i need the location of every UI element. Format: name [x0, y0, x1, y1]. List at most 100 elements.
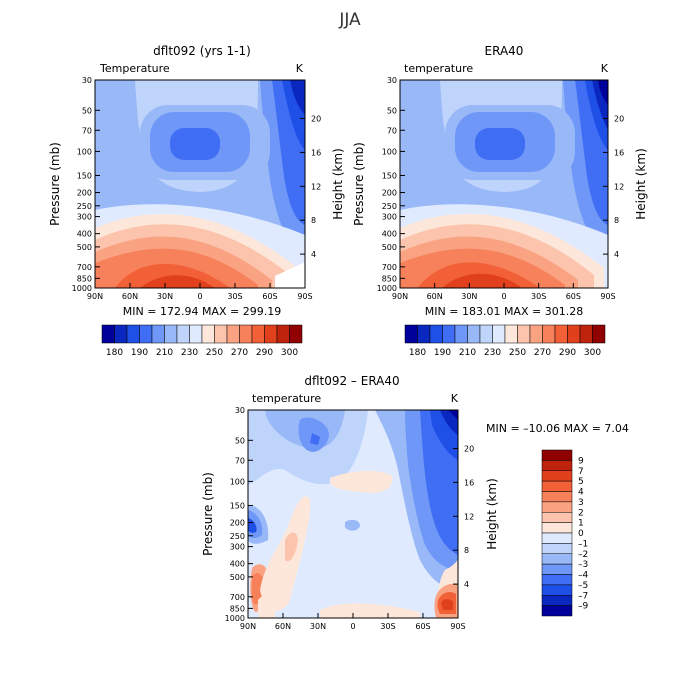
- y-tick-label: 500: [77, 243, 92, 252]
- x-tick-label: 0: [501, 292, 506, 301]
- y2-tick-label: 16: [614, 148, 624, 157]
- y-tick-label: 250: [382, 202, 397, 211]
- colorbar-swatch: [541, 501, 573, 513]
- y-tick-label: 300: [230, 543, 245, 552]
- y-tick-label: 700: [230, 593, 245, 602]
- colorbar-swatch: [541, 574, 573, 586]
- y2-tick-label: 4: [464, 580, 469, 589]
- colorbar-label: 210: [156, 348, 173, 358]
- y-tick-label: 50: [387, 106, 397, 115]
- y2-tick-label: 12: [464, 512, 474, 521]
- colorbar-label: 0: [578, 529, 584, 539]
- colorbar-swatch: [276, 324, 290, 344]
- colorbar-swatch: [504, 324, 518, 344]
- colorbar-swatch: [541, 491, 573, 503]
- x-tick-label: 60N: [122, 292, 138, 301]
- x-tick-label: 90S: [297, 292, 312, 301]
- panel-era40: ERA40 temperature K: [352, 44, 648, 358]
- y2-tick-label: 8: [614, 216, 619, 225]
- y-axis-title-right: Height (km): [485, 478, 499, 549]
- x-tick-label: 30S: [531, 292, 546, 301]
- colorbar-swatch: [239, 324, 253, 344]
- y2-tick-label: 16: [311, 148, 321, 157]
- colorbar-label: 250: [509, 348, 526, 358]
- colorbar-swatch: [492, 324, 506, 344]
- field-label: temperature: [252, 392, 321, 405]
- colorbar-label: 190: [131, 348, 148, 358]
- x-tick-label: 30N: [310, 622, 326, 631]
- y-tick-label: 200: [230, 519, 245, 528]
- colorbar-swatch: [251, 324, 265, 344]
- y-tick-label: 500: [382, 243, 397, 252]
- x-tick-label: 0: [197, 292, 202, 301]
- units-label: K: [296, 62, 304, 75]
- panel-title: ERA40: [485, 44, 524, 58]
- colorbar-swatch: [126, 324, 140, 344]
- x-tick-label: 0: [350, 622, 355, 631]
- y2-tick-label: 12: [614, 182, 624, 191]
- colorbar-label: –7: [578, 591, 588, 601]
- colorbar-swatch: [517, 324, 531, 344]
- colorbar-swatch: [567, 324, 581, 344]
- y-tick-label: 100: [382, 147, 397, 156]
- colorbar-swatch: [529, 324, 543, 344]
- colorbar-swatch: [454, 324, 468, 344]
- x-tick-label: 60N: [275, 622, 291, 631]
- colorbar-label: 270: [534, 348, 551, 358]
- y-tick-label: 70: [235, 456, 245, 465]
- colorbar-label: 190: [434, 348, 451, 358]
- x-tick-label: 90N: [392, 292, 408, 301]
- colorbar-swatch: [541, 449, 573, 461]
- colorbar-swatch: [541, 470, 573, 482]
- x-tick-label: 90S: [600, 292, 615, 301]
- colorbar-label: 210: [459, 348, 476, 358]
- colorbar-label: 1: [578, 519, 584, 529]
- y-tick-label: 1000: [225, 614, 245, 623]
- x-tick-label: 30N: [461, 292, 477, 301]
- y2-tick-label: 4: [311, 250, 316, 259]
- colorbar-label: 270: [231, 348, 248, 358]
- y-tick-label: 1000: [72, 284, 92, 293]
- y-tick-label: 850: [77, 274, 92, 283]
- x-tick-label: 30S: [380, 622, 395, 631]
- units-label: K: [451, 392, 459, 405]
- field-label: temperature: [404, 62, 473, 75]
- colorbar-swatch: [289, 324, 303, 344]
- colorbar-label: 290: [559, 348, 576, 358]
- y2-tick-label: 4: [614, 250, 619, 259]
- y-axis-title-right: Height (km): [634, 148, 648, 219]
- colorbar-label: 180: [106, 348, 123, 358]
- colorbar-label: 5: [578, 477, 584, 487]
- units-label: K: [601, 62, 609, 75]
- y-tick-label: 400: [382, 230, 397, 239]
- stats-label: MIN = 172.94 MAX = 299.19: [123, 305, 281, 318]
- colorbar-swatch: [541, 553, 573, 565]
- colorbar-swatch: [101, 324, 115, 344]
- colorbar-swatch: [554, 324, 568, 344]
- colorbar-swatch: [226, 324, 240, 344]
- colorbar-swatch: [264, 324, 278, 344]
- colorbar-label: –2: [578, 550, 588, 560]
- colorbar-swatch: [541, 584, 573, 596]
- y-tick-label: 150: [382, 171, 397, 180]
- y2-tick-label: 16: [464, 478, 474, 487]
- colorbar-swatch: [214, 324, 228, 344]
- y-tick-label: 200: [382, 189, 397, 198]
- colorbar-swatch: [541, 532, 573, 544]
- x-tick-label: 60S: [566, 292, 581, 301]
- colorbar-swatch: [164, 324, 178, 344]
- panel-model: dflt092 (yrs 1-1) Temperature K: [48, 44, 345, 358]
- colorbar-label: –9: [578, 602, 589, 612]
- panel-title: dflt092 – ERA40: [304, 374, 399, 388]
- y-tick-label: 300: [382, 213, 397, 222]
- y-tick-label: 150: [230, 501, 245, 510]
- y-tick-label: 150: [77, 171, 92, 180]
- y-tick-label: 100: [230, 477, 245, 486]
- colorbar-swatch: [176, 324, 190, 344]
- y-tick-label: 50: [82, 106, 92, 115]
- panel-difference: dflt092 – ERA40 temperature K: [201, 374, 629, 631]
- y-tick-label: 300: [77, 213, 92, 222]
- contour-field: [400, 80, 608, 288]
- page-title: JJA: [339, 10, 361, 30]
